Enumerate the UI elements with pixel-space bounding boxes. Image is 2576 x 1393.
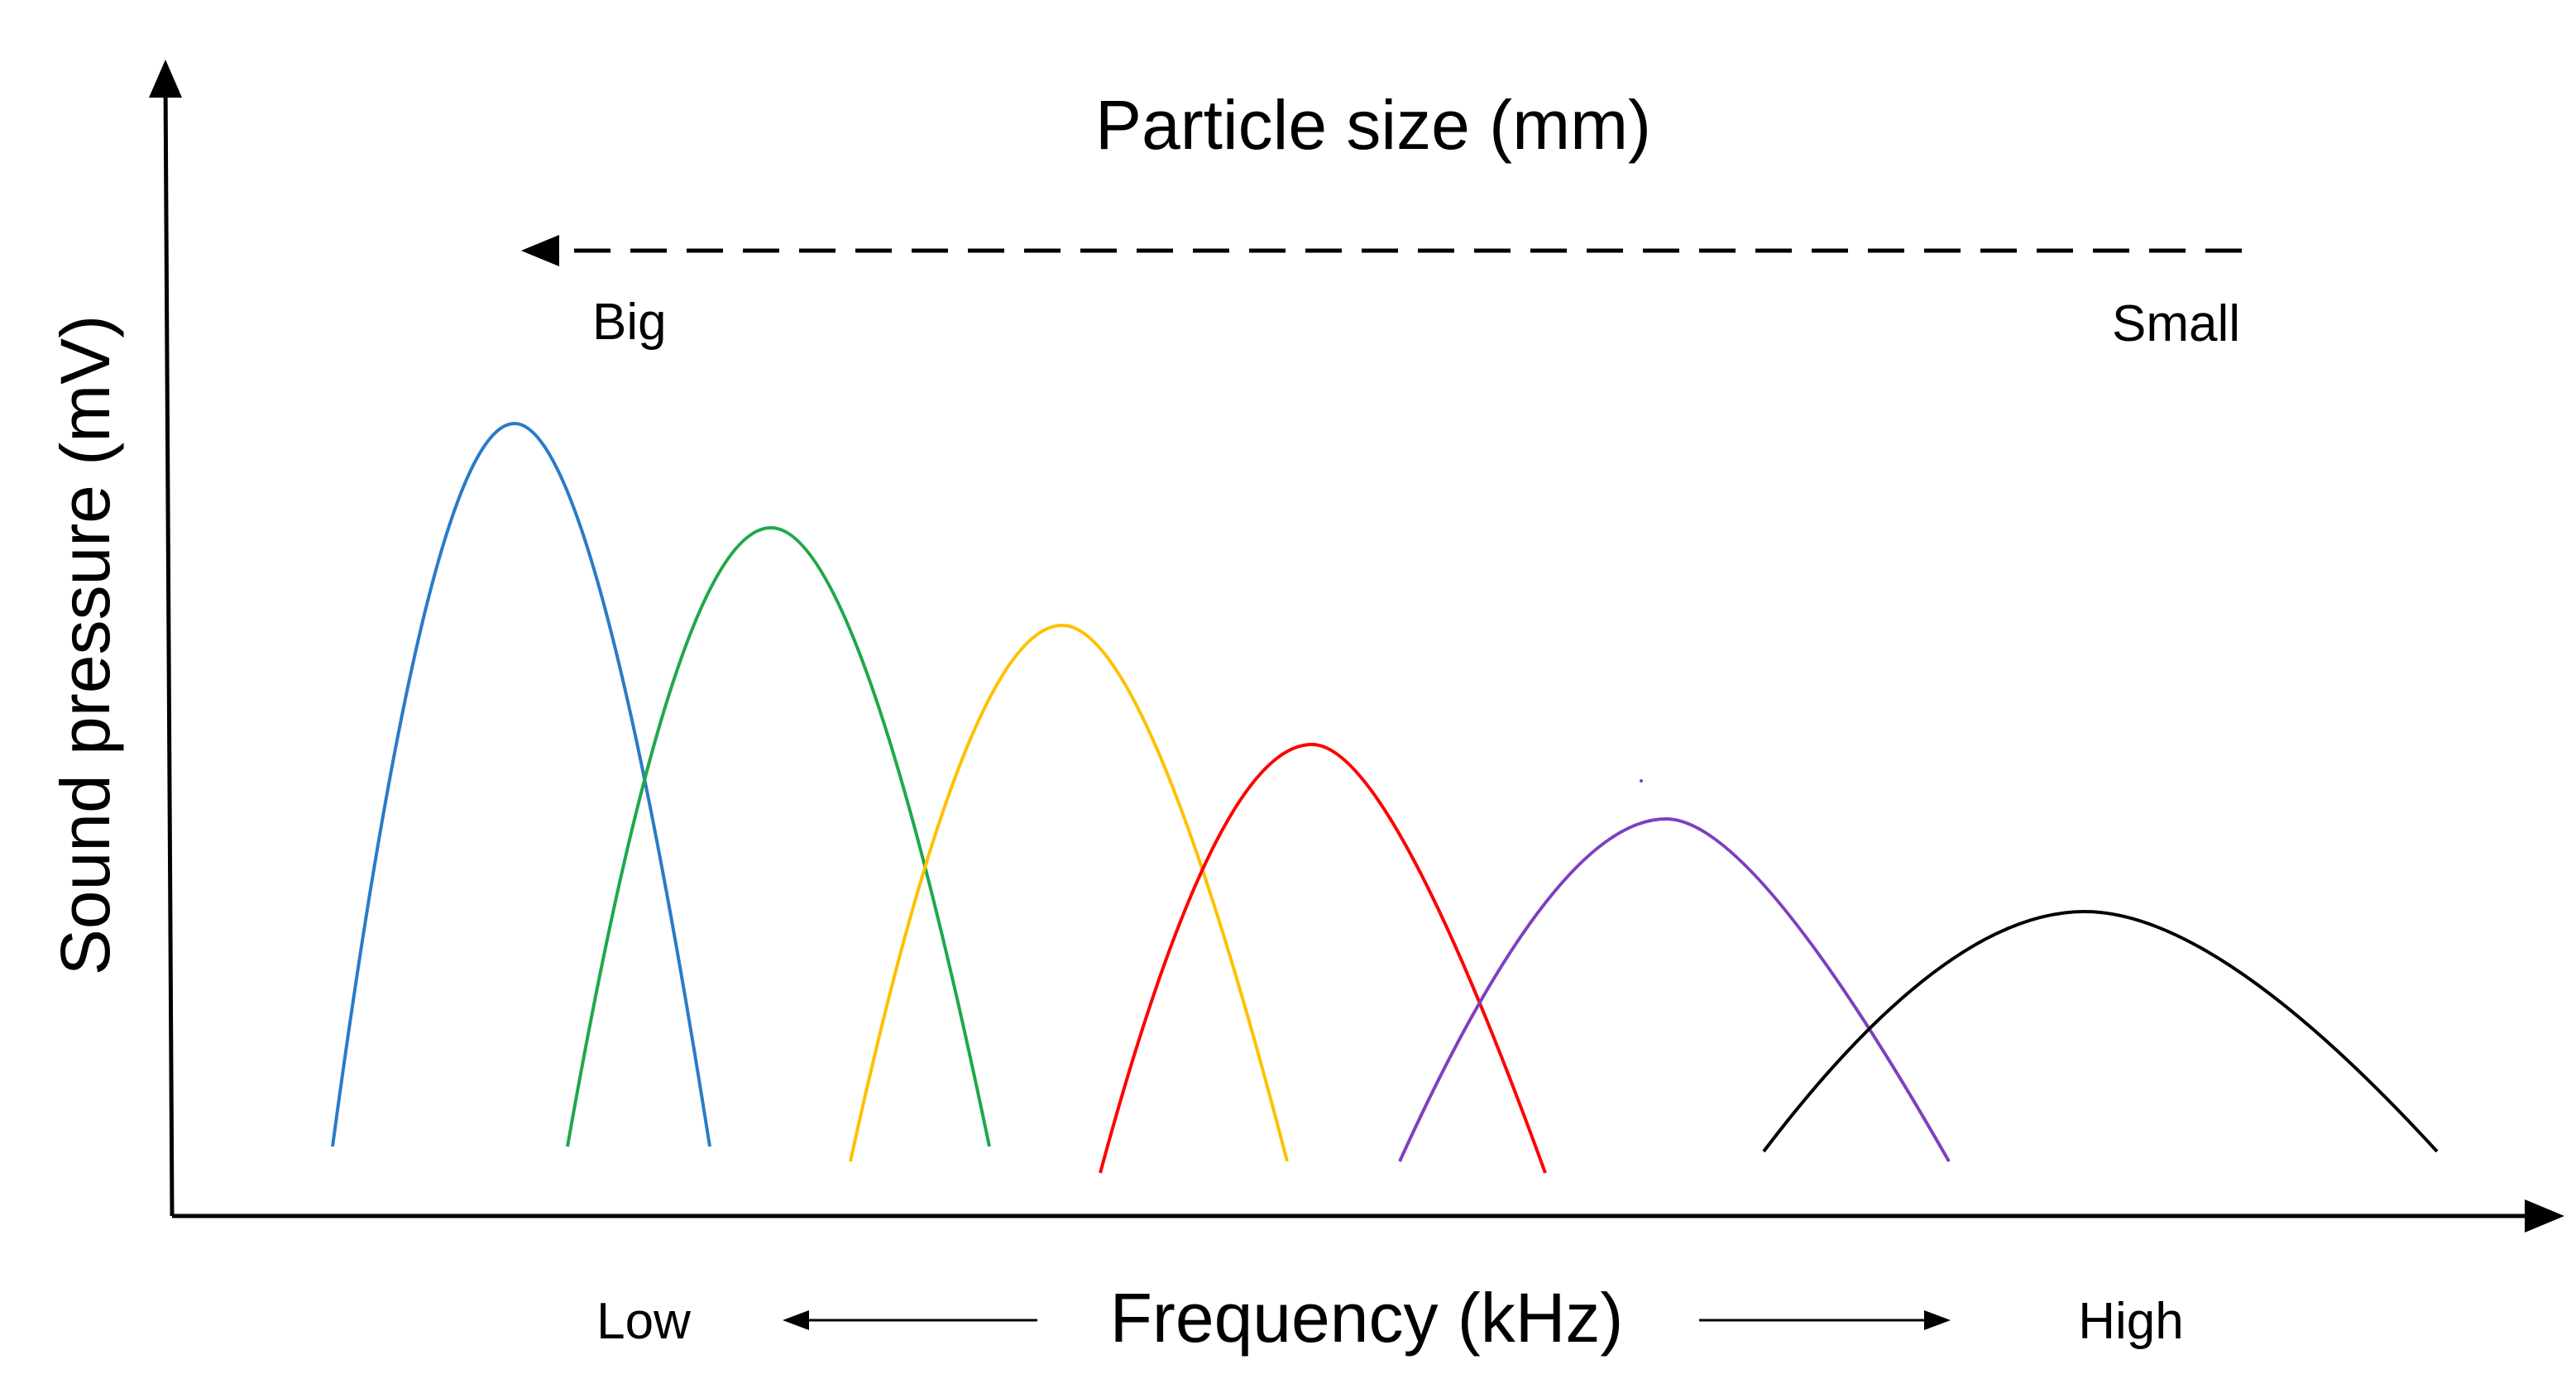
particle-size-arrowhead (521, 235, 559, 266)
x-low-label: Low (596, 1293, 691, 1350)
x-axis-arrowhead (2525, 1199, 2564, 1233)
curve-purple (1398, 816, 1951, 1162)
high-arrowhead (1924, 1310, 1951, 1330)
x-axis (172, 1199, 2564, 1233)
x-high-label: High (2078, 1293, 2184, 1350)
high-arrow (1699, 1310, 1951, 1330)
curve-yellow (849, 623, 1289, 1162)
curve-red (1099, 742, 1547, 1174)
stray-dot (1640, 779, 1643, 783)
y-axis-arrowhead (149, 60, 182, 98)
low-arrow (783, 1310, 1037, 1330)
curves (331, 421, 2439, 1174)
size-small-label: Small (2112, 295, 2240, 352)
y-axis-line (163, 78, 175, 1217)
x-axis-label: Frequency (kHz) (1110, 1279, 1624, 1357)
particle-size-title: Particle size (mm) (1095, 86, 1651, 164)
curve-green (566, 525, 991, 1147)
y-axis (149, 60, 182, 1217)
curve-black (1762, 909, 2439, 1153)
low-arrowhead (783, 1310, 809, 1330)
particle-size-arrow (521, 235, 2242, 266)
size-big-label: Big (592, 294, 667, 351)
curve-blue (331, 421, 711, 1147)
y-axis-label: Sound pressure (mV) (46, 315, 124, 975)
